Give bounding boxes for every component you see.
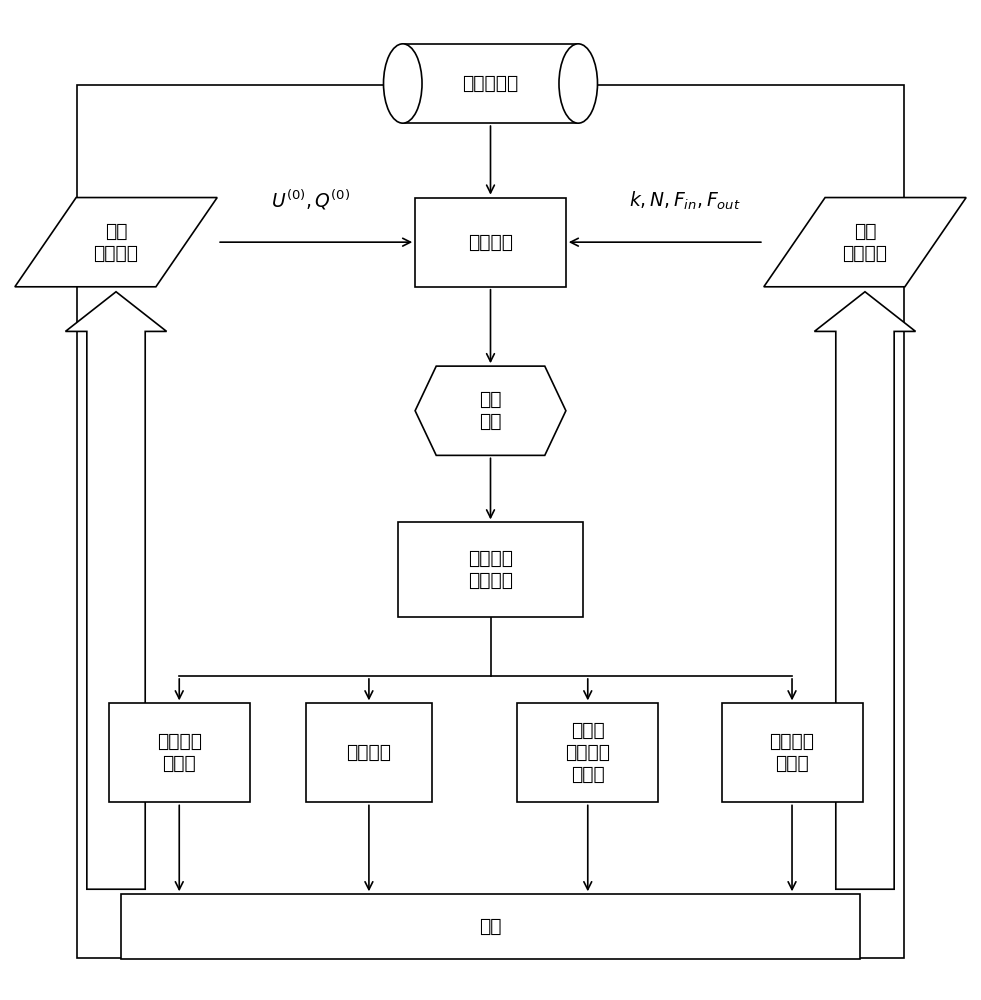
Bar <box>77 85 904 958</box>
Text: 数据采集: 数据采集 <box>468 233 513 252</box>
Bar <box>721 703 862 802</box>
Text: 系统初始化: 系统初始化 <box>462 74 519 93</box>
Text: $U^{(0)},Q^{(0)}$: $U^{(0)},Q^{(0)}$ <box>271 188 350 212</box>
Bar <box>403 44 578 123</box>
Polygon shape <box>814 292 915 889</box>
Bar <box>415 198 566 287</box>
Polygon shape <box>415 366 566 455</box>
Bar <box>109 703 250 802</box>
Text: $k,N,F_{in},F_{out}$: $k,N,F_{in},F_{out}$ <box>629 190 741 212</box>
Bar <box>398 522 583 617</box>
Text: 有载调压
变压器: 有载调压 变压器 <box>157 732 202 773</box>
Text: 电容器组: 电容器组 <box>346 743 391 762</box>
Text: 区域
判定: 区域 判定 <box>480 390 501 431</box>
Ellipse shape <box>559 44 597 123</box>
Bar <box>306 703 433 802</box>
Text: 系统
遥信数据: 系统 遥信数据 <box>843 222 888 263</box>
Text: 静止型
动态无功
发生器: 静止型 动态无功 发生器 <box>565 721 610 784</box>
Polygon shape <box>764 198 966 287</box>
Text: 电网: 电网 <box>480 917 501 936</box>
Ellipse shape <box>384 44 422 123</box>
Text: 十六区图
控制策略: 十六区图 控制策略 <box>468 549 513 590</box>
Text: 动态电压
恢复器: 动态电压 恢复器 <box>769 732 814 773</box>
Bar <box>121 894 860 959</box>
Polygon shape <box>66 292 167 889</box>
Polygon shape <box>15 198 217 287</box>
Text: 系统
遥测数据: 系统 遥测数据 <box>93 222 138 263</box>
Bar <box>517 703 658 802</box>
